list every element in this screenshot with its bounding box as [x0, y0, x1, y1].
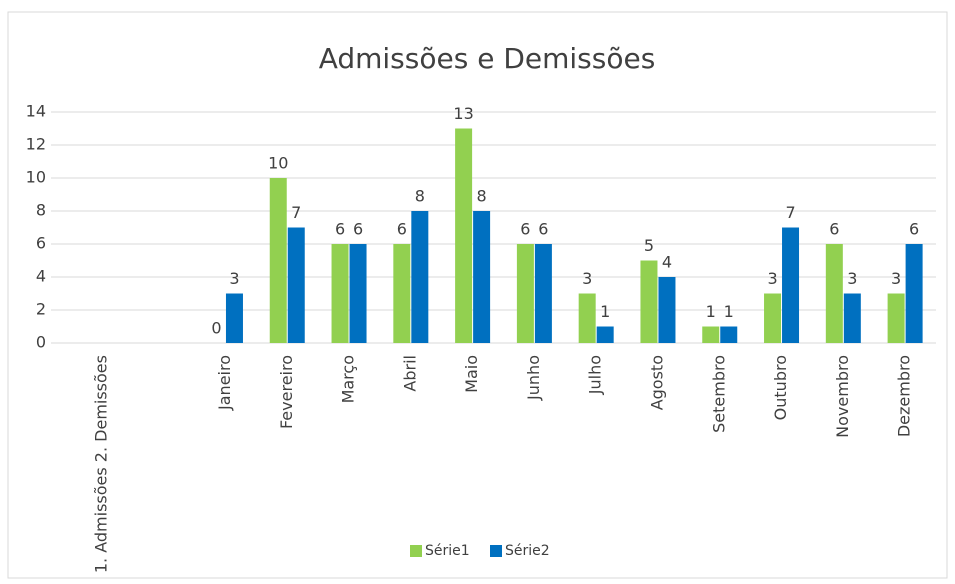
data-label: 4: [662, 253, 672, 272]
data-label: 1: [724, 302, 734, 321]
y-tick-label: 2: [36, 300, 46, 319]
bar: [905, 244, 923, 343]
data-label: 6: [353, 220, 363, 239]
x-tick-label: Maio: [462, 355, 481, 393]
data-label: 6: [397, 220, 407, 239]
bar: [825, 244, 843, 343]
data-label: 6: [538, 220, 548, 239]
x-tick-label: Outubro: [771, 355, 790, 420]
y-tick-label: 10: [26, 168, 46, 187]
data-label: 10: [268, 154, 288, 173]
bar: [720, 326, 738, 343]
bar: [534, 244, 552, 343]
chart-title: Admissões e Demissões: [319, 42, 656, 75]
legend-swatch: [410, 545, 422, 557]
bar: [455, 128, 473, 343]
data-label: 6: [520, 220, 530, 239]
y-tick-label: 12: [26, 135, 46, 154]
x-tick-label: Março: [339, 355, 358, 403]
data-label: 3: [229, 269, 239, 288]
data-label: 3: [582, 269, 592, 288]
x-tick-label: Janeiro: [215, 355, 234, 411]
bar: [658, 277, 676, 343]
bar: [578, 293, 596, 343]
bar: [516, 244, 534, 343]
bar: [596, 326, 614, 343]
data-label: 3: [767, 269, 777, 288]
data-label: 5: [644, 236, 654, 255]
bar: [782, 227, 800, 343]
legend-swatch: [490, 545, 502, 557]
y-tick-label: 6: [36, 234, 46, 253]
data-label: 7: [291, 203, 301, 222]
x-tick-label: Agosto: [647, 355, 666, 410]
x-tick-label: Abril: [400, 355, 419, 392]
data-label: 7: [785, 203, 795, 222]
bar: [269, 178, 287, 343]
data-label: 6: [829, 220, 839, 239]
bar: [287, 227, 305, 343]
y-tick-label: 14: [26, 102, 46, 121]
data-label: 1: [600, 302, 610, 321]
bar: [764, 293, 782, 343]
legend-label: Série2: [505, 543, 550, 559]
data-label: 0: [211, 319, 221, 338]
bar: [887, 293, 905, 343]
data-label: 6: [335, 220, 345, 239]
data-label: 1: [706, 302, 716, 321]
x-tick-label: Dezembro: [895, 355, 914, 437]
data-label: 8: [415, 187, 425, 206]
bar: [225, 293, 243, 343]
data-label: 8: [477, 187, 487, 206]
bar: [843, 293, 861, 343]
x-tick-label: Novembro: [833, 355, 852, 438]
x-tick-label: Julho: [586, 355, 605, 395]
bar: [411, 211, 429, 343]
x-tick-label: Setembro: [709, 355, 728, 433]
y-tick-label: 8: [36, 201, 46, 220]
x-tick-label: Junho: [524, 355, 543, 401]
x-tick-label: Fevereiro: [277, 355, 296, 429]
data-label: 3: [891, 269, 901, 288]
bar: [640, 260, 658, 343]
y-tick-label: 0: [36, 333, 46, 352]
legend-label: Série1: [425, 543, 470, 559]
bar: [702, 326, 720, 343]
bar: [331, 244, 349, 343]
bar: [393, 244, 411, 343]
x-tick-label: 1. Admissões 2. Demissões: [91, 355, 110, 573]
data-label: 6: [909, 220, 919, 239]
data-label: 3: [847, 269, 857, 288]
y-tick-label: 4: [36, 267, 46, 286]
bar: [473, 211, 491, 343]
data-label: 13: [453, 104, 473, 123]
bar: [349, 244, 367, 343]
